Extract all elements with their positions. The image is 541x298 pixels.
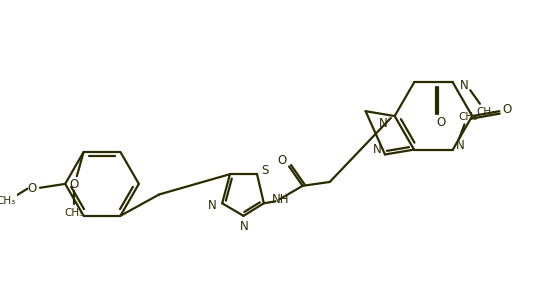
Text: N: N	[373, 143, 381, 156]
Text: O: O	[503, 103, 512, 116]
Text: N: N	[208, 199, 217, 212]
Text: O: O	[69, 179, 78, 191]
Text: CH₃: CH₃	[476, 107, 496, 117]
Text: N: N	[379, 117, 387, 130]
Text: CH₃: CH₃	[459, 112, 478, 122]
Text: O: O	[278, 154, 287, 167]
Text: S: S	[261, 164, 268, 177]
Text: O: O	[437, 116, 446, 129]
Text: N: N	[460, 79, 469, 92]
Text: CH₃: CH₃	[0, 196, 16, 206]
Text: NH: NH	[272, 193, 289, 206]
Text: O: O	[28, 182, 37, 195]
Text: N: N	[240, 220, 249, 233]
Text: CH₃: CH₃	[64, 208, 83, 218]
Text: N: N	[456, 139, 465, 152]
